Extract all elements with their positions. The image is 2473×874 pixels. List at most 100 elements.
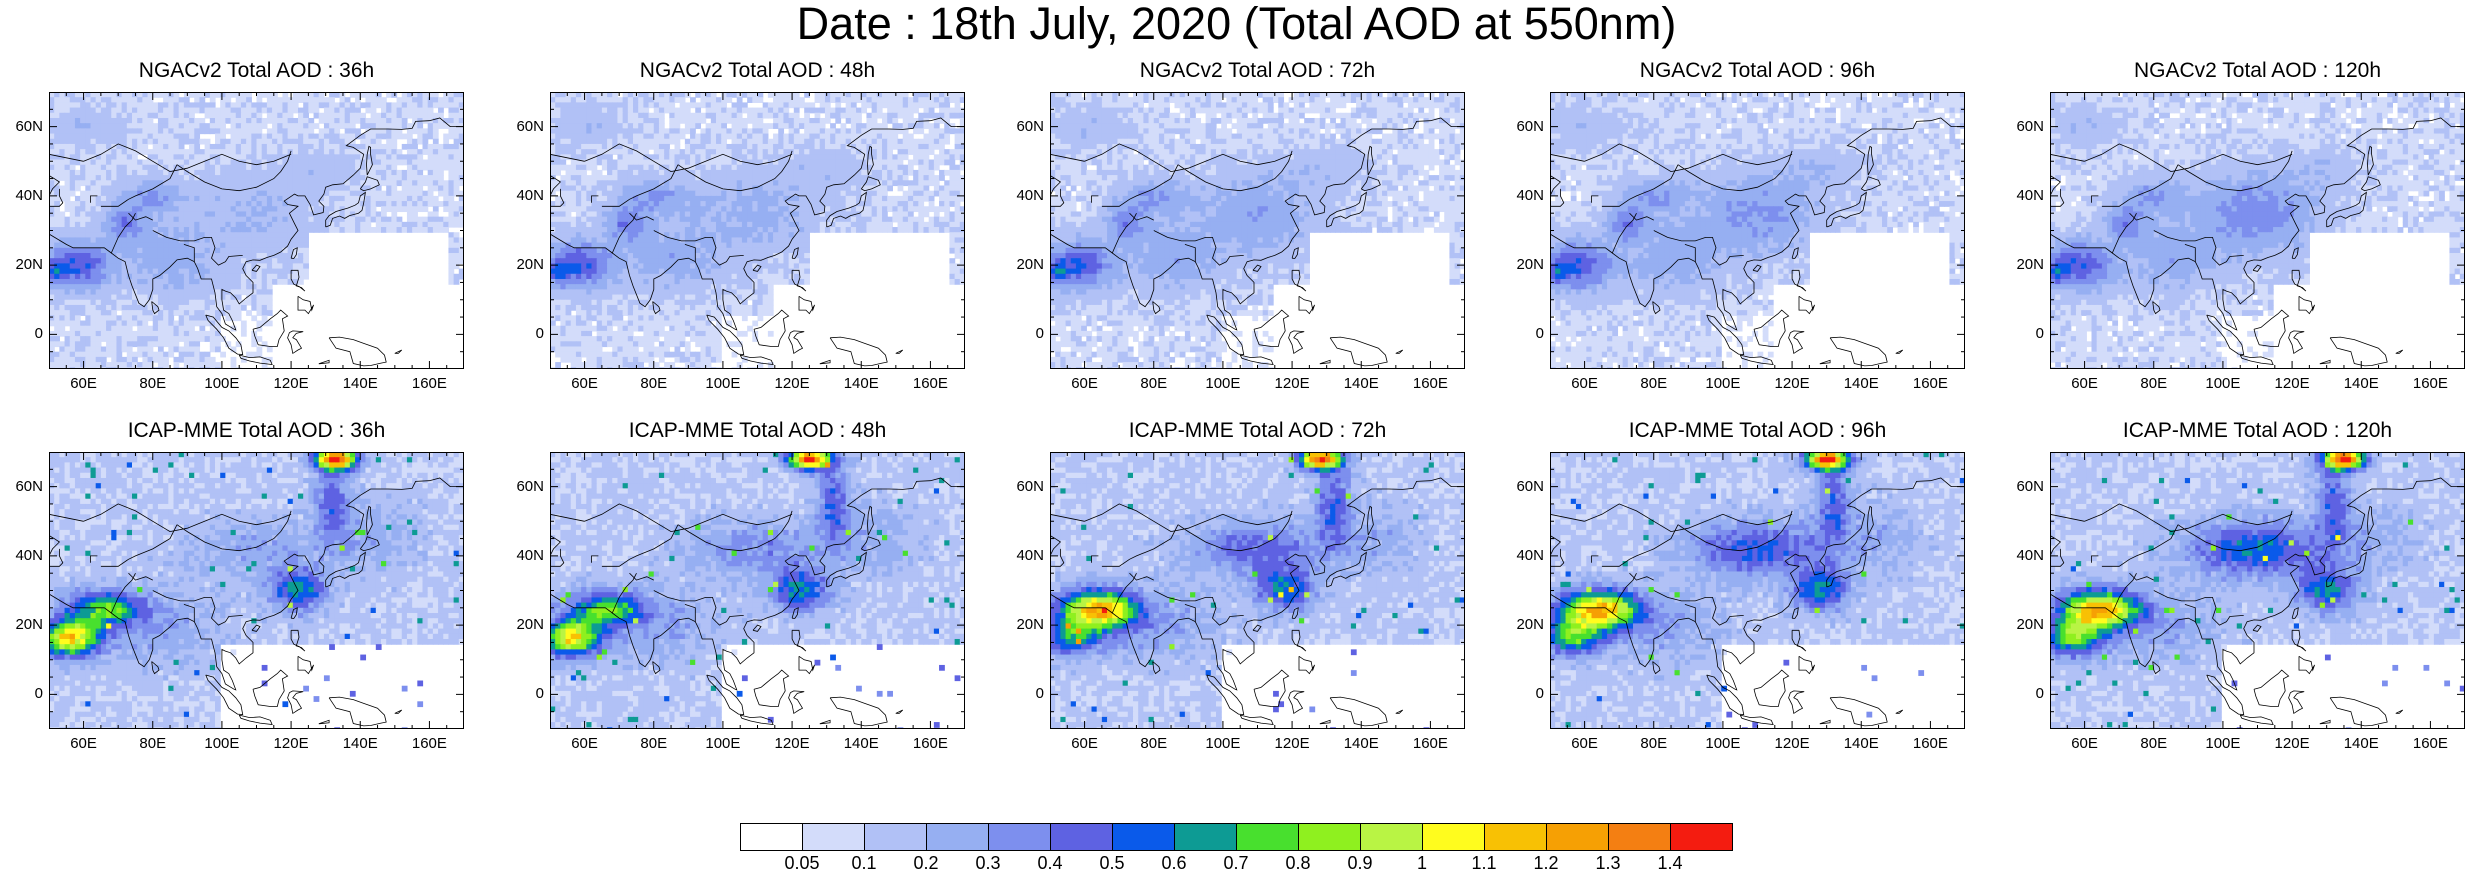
colorbar-swatch: [926, 823, 989, 851]
lon-tick-label: 120E: [1768, 375, 1816, 393]
lon-tick-label: 140E: [1337, 375, 1385, 393]
lat-tick-label: 20N: [1500, 616, 1544, 634]
aod-field: [1550, 452, 1965, 729]
panel-title: NGACv2 Total AOD : 72h: [1050, 58, 1465, 84]
coastlines: [1050, 477, 1465, 729]
colorbar-swatch: [864, 823, 927, 851]
aod-map: [49, 452, 464, 729]
lon-tick-label: 140E: [837, 375, 885, 393]
lat-tick-label: 20N: [1500, 256, 1544, 274]
lon-tick-label: 60E: [561, 375, 609, 393]
colorbar-swatch: [1546, 823, 1609, 851]
colorbar-label: 0.3: [963, 852, 1013, 874]
panel-title: NGACv2 Total AOD : 96h: [1550, 58, 1965, 84]
lat-tick-label: 40N: [0, 547, 43, 565]
aod-field: [1550, 92, 1965, 369]
lat-tick-label: 40N: [2000, 187, 2044, 205]
lat-tick-label: 0: [0, 685, 43, 703]
lon-tick-label: 80E: [1630, 735, 1678, 753]
colorbar-label: 1: [1397, 852, 1447, 874]
lat-tick-label: 60N: [1000, 118, 1044, 136]
colorbar-swatch: [1050, 823, 1113, 851]
lon-tick-label: 140E: [837, 735, 885, 753]
map-panel-icap-mme-72h: ICAP-MME Total AOD : 72h 60N 40N 20N 0 60E 80E…: [1016, 418, 1465, 752]
map-panel-ngacv2-96h: NGACv2 Total AOD : 96h 60N 40N 20N 0 60E 80E 10…: [1516, 58, 1965, 392]
lon-tick-label: 80E: [630, 375, 678, 393]
panel-title: ICAP-MME Total AOD : 120h: [2050, 418, 2465, 444]
colorbar-swatch: [1484, 823, 1547, 851]
lon-tick-label: 60E: [2061, 375, 2109, 393]
colorbar-label: 1.1: [1459, 852, 1509, 874]
axis-ticks: [1550, 92, 1965, 369]
aod-map: [2050, 92, 2465, 369]
aod-map: [1550, 452, 1965, 729]
lon-tick-label: 140E: [2337, 375, 2385, 393]
aod-field: [550, 452, 965, 729]
colorbar-label: 0.1: [839, 852, 889, 874]
map-panel-icap-mme-36h: ICAP-MME Total AOD : 36h 60N 40N 20N 0 60E 80E…: [15, 418, 464, 752]
axis-ticks: [1550, 452, 1965, 729]
coastlines: [49, 477, 464, 729]
lat-tick-label: 40N: [1000, 547, 1044, 565]
lon-tick-label: 140E: [1837, 375, 1885, 393]
colorbar-label: 0.7: [1211, 852, 1261, 874]
lon-tick-label: 140E: [2337, 735, 2385, 753]
panel-title: NGACv2 Total AOD : 48h: [550, 58, 965, 84]
lon-tick-label: 80E: [129, 375, 177, 393]
map-panel-ngacv2-120h: NGACv2 Total AOD : 120h 60N 40N 20N 0 60E 80E 1…: [2016, 58, 2465, 392]
coastlines: [550, 477, 965, 729]
axis-ticks: [2050, 92, 2465, 369]
lon-tick-label: 80E: [1630, 375, 1678, 393]
axis-ticks: [550, 452, 965, 729]
lat-tick-label: 60N: [0, 118, 43, 136]
lat-tick-label: 60N: [1500, 478, 1544, 496]
lon-tick-label: 160E: [1906, 375, 1954, 393]
lat-tick-label: 60N: [2000, 478, 2044, 496]
panel-title: NGACv2 Total AOD : 120h: [2050, 58, 2465, 84]
colorbar-swatch: [1236, 823, 1299, 851]
panel-title: ICAP-MME Total AOD : 48h: [550, 418, 965, 444]
colorbar-label: 0.4: [1025, 852, 1075, 874]
lon-tick-label: 60E: [1061, 735, 1109, 753]
figure-title: Date : 18th July, 2020 (Total AOD at 550…: [0, 0, 2473, 52]
lat-tick-label: 20N: [1000, 256, 1044, 274]
coastlines: [1050, 117, 1465, 369]
lon-tick-label: 60E: [561, 735, 609, 753]
map-panel-ngacv2-36h: NGACv2 Total AOD : 36h 60N 40N 20N 0 60E 80E 10…: [15, 58, 464, 392]
lat-tick-label: 40N: [1500, 187, 1544, 205]
lon-tick-label: 80E: [630, 735, 678, 753]
lon-tick-label: 160E: [906, 375, 954, 393]
lat-tick-label: 60N: [0, 478, 43, 496]
lon-tick-label: 60E: [2061, 735, 2109, 753]
lon-tick-label: 120E: [1268, 375, 1316, 393]
axis-ticks: [2050, 452, 2465, 729]
lat-tick-label: 20N: [0, 616, 43, 634]
lat-tick-label: 40N: [1000, 187, 1044, 205]
colorbar-label: 1.3: [1583, 852, 1633, 874]
aod-map: [49, 92, 464, 369]
colorbar-label: 1.2: [1521, 852, 1571, 874]
lat-tick-label: 0: [1000, 685, 1044, 703]
lon-tick-label: 80E: [2130, 735, 2178, 753]
lon-tick-label: 120E: [768, 735, 816, 753]
colorbar-swatch: [1298, 823, 1361, 851]
colorbar-swatch: [740, 823, 803, 851]
aod-map: [550, 92, 965, 369]
lon-tick-label: 60E: [60, 375, 108, 393]
axis-ticks: [550, 92, 965, 369]
colorbar-swatch: [988, 823, 1051, 851]
map-panel-icap-mme-96h: ICAP-MME Total AOD : 96h 60N 40N 20N 0 60E 80E…: [1516, 418, 1965, 752]
lat-tick-label: 0: [1500, 325, 1544, 343]
lon-tick-label: 100E: [198, 735, 246, 753]
panel-title: ICAP-MME Total AOD : 96h: [1550, 418, 1965, 444]
coastlines: [1550, 477, 1965, 729]
colorbar: [740, 823, 1733, 853]
coastlines: [2050, 477, 2465, 729]
aod-field: [550, 92, 965, 369]
map-panel-ngacv2-72h: NGACv2 Total AOD : 72h 60N 40N 20N 0 60E 80E 10…: [1016, 58, 1465, 392]
lon-tick-label: 140E: [336, 375, 384, 393]
lat-tick-label: 0: [1500, 685, 1544, 703]
lon-tick-label: 100E: [198, 375, 246, 393]
lon-tick-label: 60E: [1561, 735, 1609, 753]
colorbar-label: 0.05: [777, 852, 827, 874]
